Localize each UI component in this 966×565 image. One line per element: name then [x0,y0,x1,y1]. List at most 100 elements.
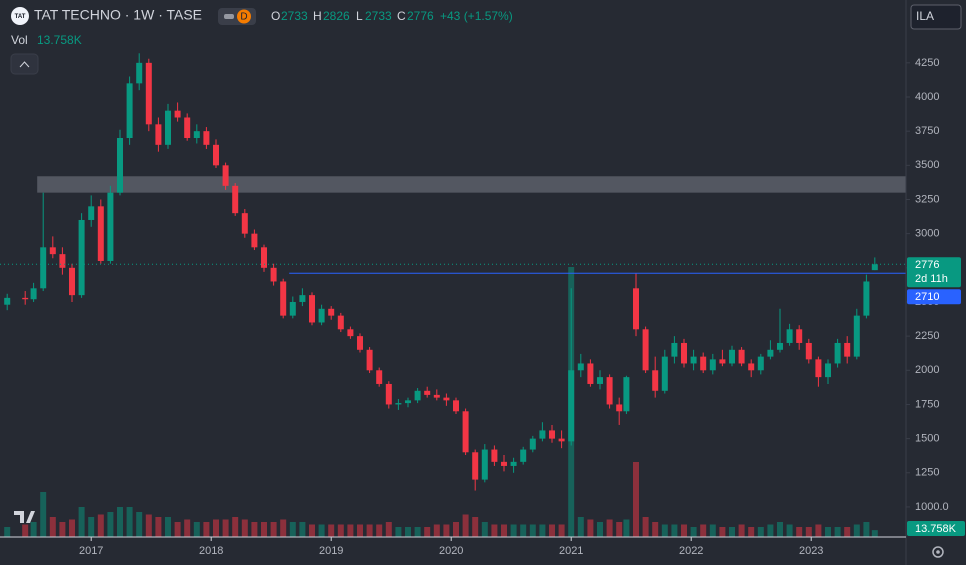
candle-body [261,247,267,268]
candle-body [347,329,354,337]
volume-bar [587,519,594,537]
candle-body [433,394,440,398]
x-tick-label: 2022 [679,545,703,557]
volume-bar [4,527,11,537]
candle-body [520,449,527,462]
currency: ILA [916,9,934,23]
volume-bar [261,522,267,537]
y-tick-label: 2000 [915,364,939,376]
volume-bar [385,522,392,537]
volume-bar [251,522,258,537]
volume-value: 13.758K [37,33,82,47]
volume-bar [222,519,229,537]
x-tick-label: 2017 [79,545,103,557]
candle-body [424,390,431,395]
currency-button[interactable] [910,4,962,30]
volume-bar [491,524,498,537]
candle-body [786,329,793,343]
candle-body [805,342,812,360]
ohlc-letter: L [356,9,363,23]
volume-bar [433,524,440,537]
volume-bar [539,524,546,537]
candle-body [510,461,517,466]
candle-body [558,438,565,442]
volume-bar [786,524,793,537]
volume-bar [549,524,555,537]
volume-bar [501,524,507,537]
candle-body [623,377,630,412]
volume-bar [328,524,335,537]
candle-body [709,359,716,371]
volume-bar [616,522,623,537]
candle-body [59,254,66,268]
volume-bar [834,527,841,537]
candle-body [748,363,755,371]
volume-bar [863,522,870,537]
candle-body [213,144,219,166]
volume-bar [347,524,354,537]
volume-bar [366,524,373,537]
volume-bar [117,507,123,537]
candle-body [145,62,152,125]
volume-bar [661,524,668,537]
candle-body [280,281,287,316]
candle-body [834,342,841,364]
volume-bar [748,527,755,537]
candle-body [251,233,258,248]
volume-bar [318,524,325,537]
logo-text: TAT [15,14,26,20]
volume-bar [241,519,248,537]
candle-body [671,342,678,357]
volume-bar [738,524,745,537]
volume-bar [289,522,296,537]
candle-body [729,349,735,364]
volume-bar [652,522,659,537]
candle-body [174,110,181,118]
volume-bar [280,519,287,537]
candle-body [97,206,104,261]
candle-body [796,329,803,343]
candle-body [30,288,37,300]
candle-body [738,349,745,364]
y-tick-label: 3250 [915,193,939,205]
volume-bar [165,517,171,537]
volume-bar [443,524,450,537]
candle-body [652,370,659,391]
candle-body [337,315,344,330]
volume-bar [88,517,95,537]
candle-body [126,83,133,138]
candle-body [815,359,822,378]
volume-bar [529,524,536,537]
volume-bar [309,524,315,537]
candle-body [241,213,248,234]
volume-bar [681,524,687,537]
x-tick-label: 2021 [559,545,583,557]
candle-body [462,411,469,453]
candle-body [78,219,85,296]
candle-body [616,404,623,412]
candle-body [136,62,143,84]
volume-bar [184,519,191,537]
volume-bar [462,514,469,537]
volume-bar [558,524,565,537]
candle-body [719,359,726,364]
collapse-button[interactable] [10,53,39,75]
candle-body [117,137,123,193]
volume-bar [337,524,344,537]
candle-body [299,295,306,302]
y-tick-label: 1000.0 [915,501,949,513]
volume-bar [145,514,152,537]
volume-title: Vol [11,33,28,47]
volume-bar [481,522,488,537]
ohlc-value: 2826 [323,9,350,23]
candle-body [549,430,555,439]
settings-icon[interactable] [932,546,944,558]
ohlc-value: 2733 [281,9,308,23]
volume-bar [376,524,383,537]
candle-body [69,267,75,296]
volume-bar [126,507,133,537]
volume-bar [757,527,764,537]
candle-body [222,165,229,186]
volume-bar [30,522,37,537]
